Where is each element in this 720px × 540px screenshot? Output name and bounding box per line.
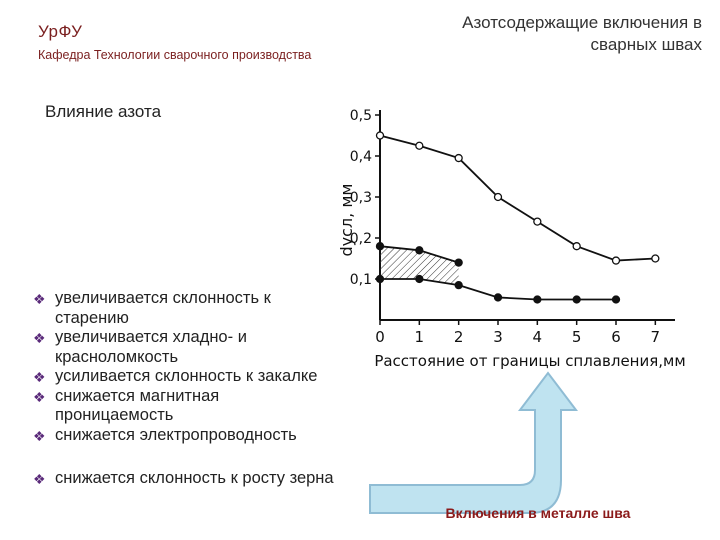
x-tick-label: 6 <box>611 328 621 346</box>
data-point <box>454 153 463 163</box>
data-point <box>454 280 463 290</box>
slide-title: Азотсодержащие включения в сварных швах <box>372 12 702 56</box>
data-point <box>415 246 424 255</box>
list-item-line1: снижается склонность к росту зерна <box>55 469 334 487</box>
list-item-line2: старению <box>55 308 129 327</box>
data-point <box>375 242 385 251</box>
x-tick-label: 5 <box>572 328 582 346</box>
diamond-bullet-icon: ❖ <box>33 471 46 487</box>
data-point <box>611 295 621 304</box>
list-item: ❖ усиливается склонность к закалке <box>33 367 383 387</box>
data-point <box>493 192 503 202</box>
list-item: ❖ снижается склонность к росту зерна <box>33 469 383 489</box>
x-tick-label: 1 <box>415 328 425 346</box>
list-item-line2: красноломкость <box>55 347 179 366</box>
list-item-line1: увеличивается хладно- и <box>55 328 247 346</box>
list-item-line1: снижается электропроводность <box>55 425 297 444</box>
data-point <box>415 141 424 150</box>
y-tick-label: 0,2 <box>350 231 372 247</box>
data-point <box>415 274 424 284</box>
data-point <box>375 131 385 140</box>
slide-title-line2: сварных швах <box>590 35 702 54</box>
x-axis-label: Расстояние от границы сплавления,мм <box>374 352 685 370</box>
diamond-bullet-icon: ❖ <box>33 388 46 405</box>
x-tick-label: 2 <box>454 328 464 346</box>
diamond-bullet-icon: ❖ <box>33 330 46 346</box>
list-item: ❖ увеличивается склонность к старению <box>33 289 383 328</box>
y-tick-label: 0,3 <box>350 190 372 206</box>
diamond-bullet-icon: ❖ <box>33 291 46 307</box>
data-point <box>572 242 581 251</box>
data-point <box>572 295 581 304</box>
data-point <box>651 254 660 263</box>
list-item-line1: усиливается склонность к закалке <box>55 367 318 385</box>
list-item-line2: проницаемость <box>55 406 174 424</box>
list-item: ❖ снижается магнитная проницаемость <box>33 387 383 426</box>
diamond-bullet-icon: ❖ <box>33 427 46 444</box>
slide-title-line1: Азотсодержащие включения в <box>462 13 702 32</box>
up-arrow-icon <box>369 371 579 514</box>
y-tick-label: 0,1 <box>350 272 372 288</box>
x-tick-label: 7 <box>651 328 661 346</box>
data-point <box>611 256 621 265</box>
data-point <box>533 295 542 304</box>
data-point <box>533 217 542 226</box>
section-subtitle: Влияние азота <box>45 102 162 121</box>
y-tick-label: 0,4 <box>350 149 372 165</box>
x-tick-label: 4 <box>533 328 543 346</box>
list-item-line1: увеличивается склонность к <box>55 289 271 307</box>
y-axis-label: dусл, мм <box>337 184 356 257</box>
department-name: Кафедра Технологии сварочного производст… <box>38 48 312 62</box>
hatched-region <box>380 246 459 286</box>
diamond-bullet-icon: ❖ <box>33 369 46 385</box>
data-point <box>493 293 503 302</box>
org-title: УрФУ <box>38 22 83 41</box>
data-point <box>375 274 385 284</box>
y-tick-label: 0,5 <box>350 108 372 124</box>
x-tick-label: 3 <box>493 328 503 346</box>
list-item: ❖ увеличивается хладно- и красноломкость <box>33 328 383 367</box>
figure-caption: Включения в металле шва <box>445 505 631 521</box>
plot-area: 0,1 0,2 0,3 0,4 0,5 0 1 2 3 4 5 6 7 <box>350 108 675 346</box>
series-line <box>379 134 656 262</box>
data-point <box>454 258 463 267</box>
effects-list: ❖ увеличивается склонность к старению ❖ уве… <box>33 289 383 489</box>
nitride-size-chart: 0,1 0,2 0,3 0,4 0,5 0 1 2 3 4 5 6 7 dусл, мм Расстоя… <box>337 108 686 370</box>
list-item-line1: снижается магнитная <box>55 386 220 405</box>
x-tick-label: 0 <box>375 328 385 346</box>
list-item: ❖ снижается электропроводность <box>33 426 383 446</box>
